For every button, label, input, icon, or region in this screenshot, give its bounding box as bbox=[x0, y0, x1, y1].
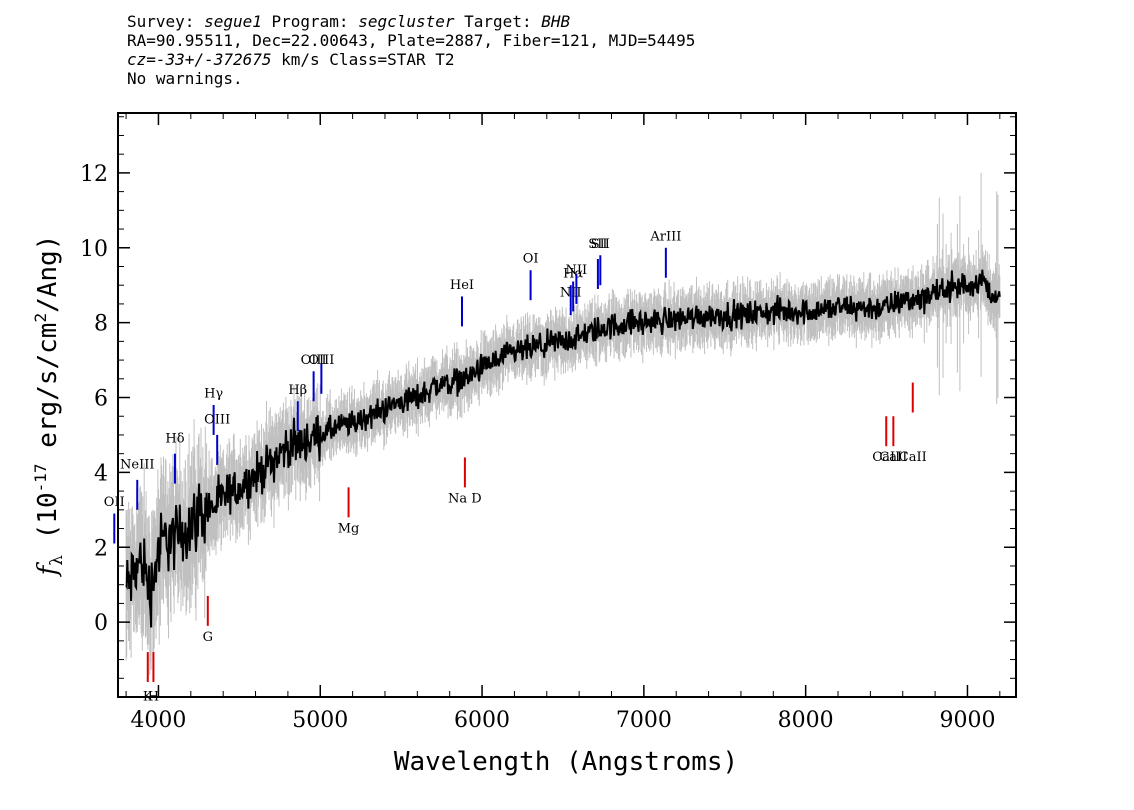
y-tick-label-0: 0 bbox=[94, 611, 108, 636]
y-axis-title: fλ (10-17 erg/s/cm2/Ang) bbox=[31, 235, 67, 578]
x-axis-title: Wavelength (Angstroms) bbox=[394, 747, 738, 777]
survey-value: segue1 bbox=[204, 12, 262, 31]
emission-line-label-1: NeIII bbox=[120, 458, 154, 473]
y-axis-exp: -17 bbox=[31, 463, 50, 492]
flux-layer bbox=[125, 269, 1001, 628]
target-label: Target: bbox=[454, 12, 542, 31]
error-bars bbox=[125, 172, 1001, 675]
y-tick-label-2: 4 bbox=[94, 461, 108, 486]
emission-line-label-7: OIII bbox=[308, 353, 334, 368]
error-band bbox=[125, 172, 1001, 675]
survey-label: Survey: bbox=[127, 12, 205, 31]
emission-line-label-13: SII bbox=[588, 237, 607, 252]
header-line-survey: Survey: segue1 Program: segcluster Targe… bbox=[127, 12, 1027, 31]
emission-line-label-4: OIII bbox=[204, 413, 230, 428]
emission-line-label-0: OII bbox=[104, 495, 125, 510]
emission-line-label-8: HeI bbox=[450, 278, 474, 293]
y-axis-mid: erg/s/cm bbox=[33, 323, 63, 464]
x-tick-label-5: 9000 bbox=[939, 708, 995, 733]
axes: 4000 5000 6000 7000 8000 9000 0 2 4 6 8 10 12 bbox=[80, 113, 1016, 733]
y-tick-label-1: 2 bbox=[94, 536, 108, 561]
absorption-line-label-2: G bbox=[203, 630, 213, 645]
header-line-redshift: cz=-33+/-372675 km/s Class=STAR T2 bbox=[127, 50, 1027, 69]
flux-series-line bbox=[125, 269, 1001, 628]
y-axis-post: /Ang) bbox=[33, 235, 63, 313]
spectrum-header: Survey: segue1 Program: segcluster Targe… bbox=[127, 12, 1027, 88]
emission-line-label-10: NII bbox=[560, 285, 582, 300]
emission-line-label-14: SII bbox=[591, 237, 610, 252]
emission-line-label-2: Hδ bbox=[165, 431, 184, 446]
emission-line-label-3: Hγ bbox=[204, 387, 223, 402]
emission-line-label-15: ArIII bbox=[649, 229, 681, 244]
y-axis-exp2: 2 bbox=[31, 313, 50, 323]
y-axis-lambda: λ bbox=[47, 555, 67, 566]
y-axis-pre: (10 bbox=[33, 492, 63, 555]
absorption-line-label-6: CaII bbox=[879, 450, 907, 465]
target-value: BHB bbox=[541, 12, 571, 31]
x-tick-label-0: 4000 bbox=[130, 708, 186, 733]
emission-line-label-6: OIII bbox=[301, 353, 327, 368]
y-tick-label-5: 10 bbox=[80, 237, 108, 262]
x-tick-label-3: 7000 bbox=[616, 708, 672, 733]
cz-label: cz= bbox=[127, 50, 156, 69]
y-tick-label-6: 12 bbox=[80, 162, 108, 187]
header-line-coordinates: RA=90.95511, Dec=22.00643, Plate=2887, F… bbox=[127, 31, 696, 50]
absorption-line-label-3: Mg bbox=[338, 521, 360, 536]
absorption-line-label-7: CaII bbox=[899, 450, 927, 465]
class-text: km/s Class=STAR T2 bbox=[271, 50, 455, 69]
y-tick-label-3: 6 bbox=[94, 387, 108, 412]
program-value: segcluster bbox=[358, 12, 455, 31]
spectral-line-markers: OIINeIIIHδHγOIIIHβOIIIOIIIHeIOINIIHαNIIS… bbox=[104, 229, 927, 704]
cz-value: -33+/-372675 bbox=[155, 50, 272, 69]
emission-line-label-11: Hα bbox=[563, 267, 583, 282]
emission-line-label-5: Hβ bbox=[288, 383, 307, 398]
plot-frame bbox=[117, 112, 1017, 698]
x-tick-label-1: 5000 bbox=[292, 708, 348, 733]
emission-line-label-9: OI bbox=[523, 252, 539, 267]
x-tick-label-2: 6000 bbox=[454, 708, 510, 733]
absorption-line-label-5: CaII bbox=[872, 450, 900, 465]
y-tick-label-4: 8 bbox=[94, 312, 108, 337]
emission-line-label-12: NII bbox=[566, 263, 588, 278]
x-tick-label-4: 8000 bbox=[778, 708, 834, 733]
program-label: Program: bbox=[261, 12, 359, 31]
header-line-warnings: No warnings. bbox=[127, 69, 243, 88]
absorption-line-label-4: Na D bbox=[448, 491, 482, 506]
